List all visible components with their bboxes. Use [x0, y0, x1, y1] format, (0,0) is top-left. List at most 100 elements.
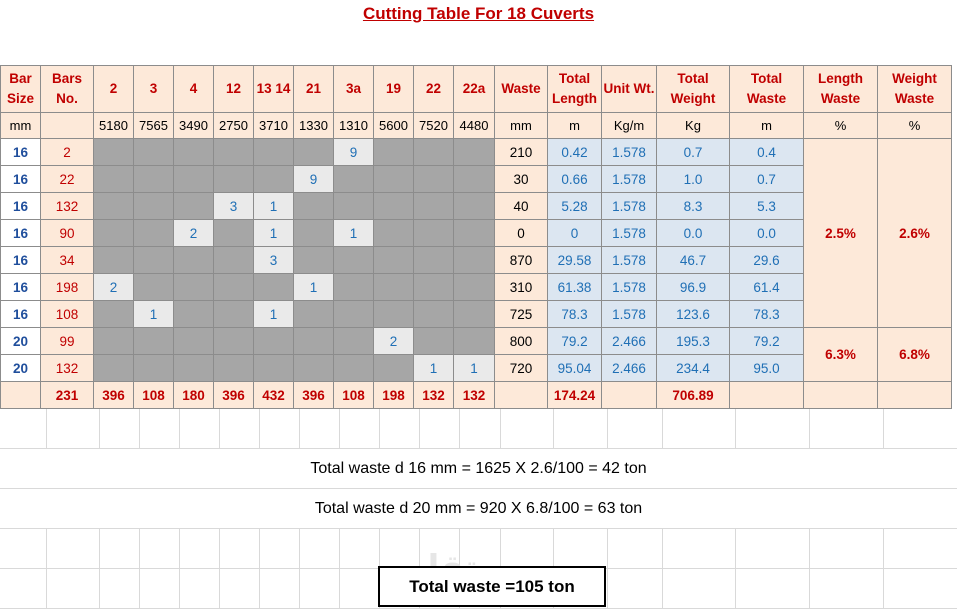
cut-count-cell	[333, 300, 374, 328]
cut-count-cell	[93, 165, 134, 193]
cut-count-cell	[373, 246, 414, 274]
cut-count-cell	[213, 327, 254, 355]
column-header: 12	[213, 65, 254, 113]
cut-count-cell	[373, 138, 414, 166]
totals-blank	[494, 381, 548, 409]
total-waste-cell: 0.4	[729, 138, 804, 166]
bars-no-cell: 22	[40, 165, 94, 193]
cut-count-cell	[93, 192, 134, 220]
grand-total-length: 174.24	[547, 381, 602, 409]
totals-row: 231 396 108 180 396 432 396 108 198 132 132 174.24 7…	[0, 381, 952, 409]
cut-count-cell: 1	[333, 219, 374, 247]
cut-count-cell	[213, 138, 254, 166]
cut-count-cell	[173, 327, 214, 355]
waste-mm-cell: 0	[494, 219, 548, 247]
waste-mm-cell: 725	[494, 300, 548, 328]
total-count-cell: 396	[213, 381, 254, 409]
total-length-cell: 0	[547, 219, 602, 247]
column-header: Unit Wt.	[601, 65, 657, 113]
cut-count-cell	[213, 354, 254, 382]
unit-cell: 1330	[293, 112, 334, 139]
cut-count-cell	[373, 219, 414, 247]
unit-weight-cell: 1.578	[601, 138, 657, 166]
cut-count-cell: 9	[333, 138, 374, 166]
bar-size-cell: 16	[0, 300, 41, 328]
unit-cell: %	[803, 112, 878, 139]
waste-mm-cell: 720	[494, 354, 548, 382]
column-header: Bars No.	[40, 65, 94, 113]
unit-cell: 2750	[213, 112, 254, 139]
table-row: 16 132 3 1 40 5.28 1.578 8.3 5.3	[0, 192, 952, 220]
cut-count-cell	[93, 246, 134, 274]
unit-weight-cell: 1.578	[601, 165, 657, 193]
cut-count-cell	[133, 354, 174, 382]
total-weight-cell: 234.4	[656, 354, 730, 382]
column-header: Total Weight	[656, 65, 730, 113]
cut-count-cell	[93, 354, 134, 382]
unit-cell	[40, 112, 94, 139]
unit-cell: mm	[0, 112, 41, 139]
cut-count-cell: 1	[453, 354, 495, 382]
cut-count-cell	[213, 273, 254, 301]
total-count-cell: 132	[453, 381, 495, 409]
unit-cell: 5180	[93, 112, 134, 139]
bars-no-cell: 198	[40, 273, 94, 301]
column-header: 4	[173, 65, 214, 113]
total-bars-cell: 231	[40, 381, 94, 409]
table-row: 16 2 9 210 0.42 1.578 0.7 0.4 2.5% 2.6%	[0, 138, 952, 328]
total-waste-box: Total waste =105 ton	[378, 566, 606, 607]
unit-cell: %	[877, 112, 952, 139]
cut-count-cell	[333, 246, 374, 274]
total-weight-cell: 195.3	[656, 327, 730, 355]
bars-no-cell: 34	[40, 246, 94, 274]
bar-size-cell: 16	[0, 165, 41, 193]
waste-mm-cell: 800	[494, 327, 548, 355]
cut-count-cell	[133, 246, 174, 274]
waste-16-note: Total waste d 16 mm = 1625 X 2.6/100 = 4…	[0, 449, 957, 488]
cut-count-cell: 2	[373, 327, 414, 355]
total-waste-cell: 29.6	[729, 246, 804, 274]
unit-cell: 3490	[173, 112, 214, 139]
total-weight-cell: 123.6	[656, 300, 730, 328]
total-waste-cell: 0.0	[729, 219, 804, 247]
unit-weight-cell: 1.578	[601, 273, 657, 301]
column-header: 22	[413, 65, 454, 113]
total-length-cell: 5.28	[547, 192, 602, 220]
totals-blank	[729, 381, 804, 409]
cut-count-cell: 9	[293, 165, 334, 193]
cut-count-cell	[333, 165, 374, 193]
cut-count-cell	[213, 219, 254, 247]
waste-mm-cell: 870	[494, 246, 548, 274]
unit-cell: 7520	[413, 112, 454, 139]
total-weight-cell: 46.7	[656, 246, 730, 274]
total-count-cell: 396	[93, 381, 134, 409]
bar-size-cell: 16	[0, 192, 41, 220]
total-length-cell: 0.66	[547, 165, 602, 193]
unit-cell: m	[729, 112, 804, 139]
table-row: 16 108 1 1 725 78.3 1.578 123.6 78.3	[0, 300, 952, 328]
bars-no-cell: 132	[40, 354, 94, 382]
total-weight-cell: 1.0	[656, 165, 730, 193]
unit-cell: 4480	[453, 112, 495, 139]
cut-count-cell	[453, 300, 495, 328]
column-header: 22a	[453, 65, 495, 113]
cut-count-cell	[373, 273, 414, 301]
cut-count-cell	[373, 192, 414, 220]
unit-cell: 5600	[373, 112, 414, 139]
total-waste-cell: 78.3	[729, 300, 804, 328]
bars-no-cell: 132	[40, 192, 94, 220]
cut-count-cell	[213, 300, 254, 328]
cut-count-cell	[453, 219, 495, 247]
unit-weight-cell: 2.466	[601, 354, 657, 382]
unit-weight-cell: 1.578	[601, 246, 657, 274]
total-weight-cell: 8.3	[656, 192, 730, 220]
cut-count-cell	[333, 354, 374, 382]
cut-count-cell	[133, 138, 174, 166]
totals-blank	[601, 381, 657, 409]
grand-total-weight: 706.89	[656, 381, 730, 409]
total-length-cell: 78.3	[547, 300, 602, 328]
cut-count-cell	[293, 246, 334, 274]
cut-count-cell	[253, 327, 294, 355]
bar-size-cell: 20	[0, 354, 41, 382]
unit-cell: m	[547, 112, 602, 139]
